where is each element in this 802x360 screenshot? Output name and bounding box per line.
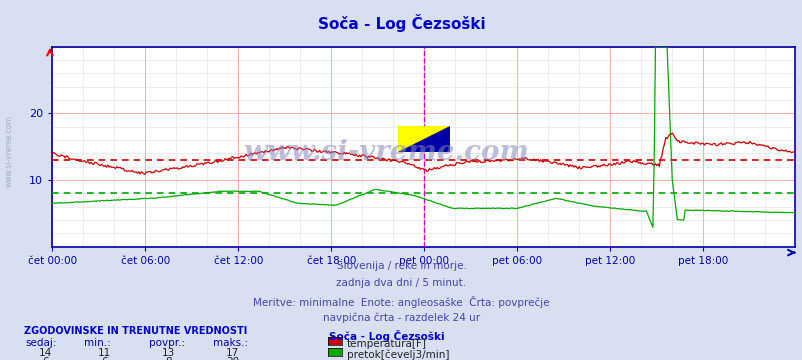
Text: maks.:: maks.: (213, 338, 248, 348)
Text: 11: 11 (98, 348, 111, 358)
Text: 6: 6 (43, 357, 49, 360)
Text: www.si-vreme.com: www.si-vreme.com (243, 139, 529, 166)
Text: pretok[čevelj3/min]: pretok[čevelj3/min] (346, 350, 449, 360)
Text: ZGODOVINSKE IN TRENUTNE VREDNOSTI: ZGODOVINSKE IN TRENUTNE VREDNOSTI (24, 326, 247, 336)
Text: 14: 14 (39, 348, 52, 358)
Text: zadnja dva dni / 5 minut.: zadnja dva dni / 5 minut. (336, 278, 466, 288)
Text: 17: 17 (226, 348, 239, 358)
Text: min.:: min.: (84, 338, 111, 348)
Text: 8: 8 (165, 357, 172, 360)
Text: povpr.:: povpr.: (148, 338, 184, 348)
Text: Soča - Log Čezsoški: Soča - Log Čezsoški (318, 14, 484, 32)
Text: Soča - Log Čezsoški: Soča - Log Čezsoški (329, 330, 444, 342)
Text: 6: 6 (101, 357, 107, 360)
Text: sedaj:: sedaj: (26, 338, 57, 348)
Text: 30: 30 (226, 357, 239, 360)
Text: 13: 13 (162, 348, 175, 358)
Text: www.si-vreme.com: www.si-vreme.com (5, 115, 14, 187)
Text: Slovenija / reke in morje.: Slovenija / reke in morje. (336, 261, 466, 271)
Text: temperatura[F]: temperatura[F] (346, 339, 427, 349)
Text: navpična črta - razdelek 24 ur: navpična črta - razdelek 24 ur (322, 313, 480, 323)
Text: Meritve: minimalne  Enote: angleosaške  Črta: povprečje: Meritve: minimalne Enote: angleosaške Čr… (253, 296, 549, 307)
